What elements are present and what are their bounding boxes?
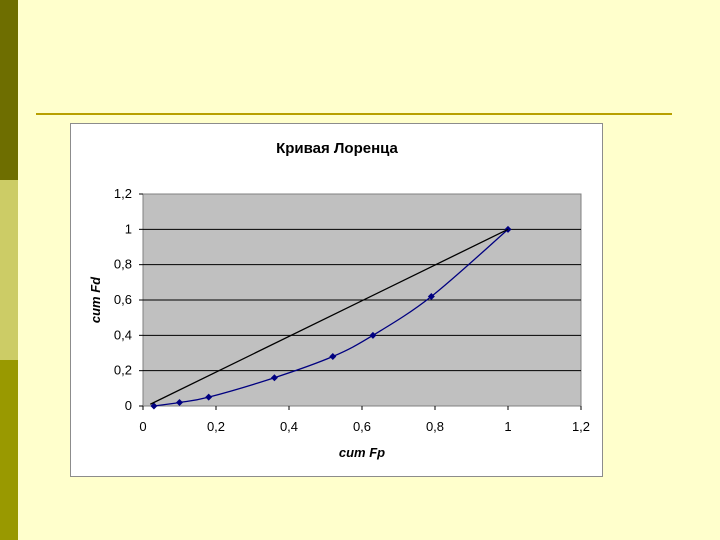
y-tick-label: 0,8 [114, 257, 132, 272]
chart-title: Кривая Лоренца [276, 140, 398, 157]
y-axis-label: cum Fd [88, 276, 103, 323]
side-bar-bottom [0, 360, 18, 540]
x-tick-label: 0,6 [353, 419, 371, 434]
lorenz-chart: Кривая Лоренца 0 0,2 0,4 0,6 0,8 1 1,2 0 0,2 0,4 0… [88, 140, 590, 460]
data-point-marker [270, 374, 278, 382]
x-tick-label: 1 [504, 419, 511, 434]
equality-line [150, 228, 509, 405]
data-point-marker [176, 398, 183, 406]
data-point-marker [427, 292, 435, 300]
side-bar-middle [0, 180, 18, 360]
chart-frame: Кривая Лоренца 0 0,2 0,4 0,6 0,8 1 1,2 0 0,2 0,4 0… [70, 123, 603, 477]
data-point-marker [329, 353, 337, 361]
header-rule [36, 113, 672, 115]
y-tick-label: 0 [125, 398, 132, 413]
data-point-marker [369, 331, 377, 339]
data-point-marker [205, 393, 213, 401]
y-tick-label: 1,2 [114, 186, 132, 201]
y-tick-label: 0,4 [114, 327, 132, 342]
x-tick-label: 0,2 [207, 419, 225, 434]
y-tick-label: 0,6 [114, 292, 132, 307]
data-point-marker [150, 402, 158, 410]
side-bar-top [0, 0, 18, 180]
x-tick-label: 1,2 [572, 419, 590, 434]
x-tick-label: 0 [139, 419, 146, 434]
x-tick-label: 0,8 [426, 419, 444, 434]
x-tick-label: 0,4 [280, 419, 298, 434]
y-tick-label: 0,2 [114, 363, 132, 378]
x-axis-label: cum Fp [339, 445, 385, 460]
y-tick-label: 1 [125, 221, 132, 236]
